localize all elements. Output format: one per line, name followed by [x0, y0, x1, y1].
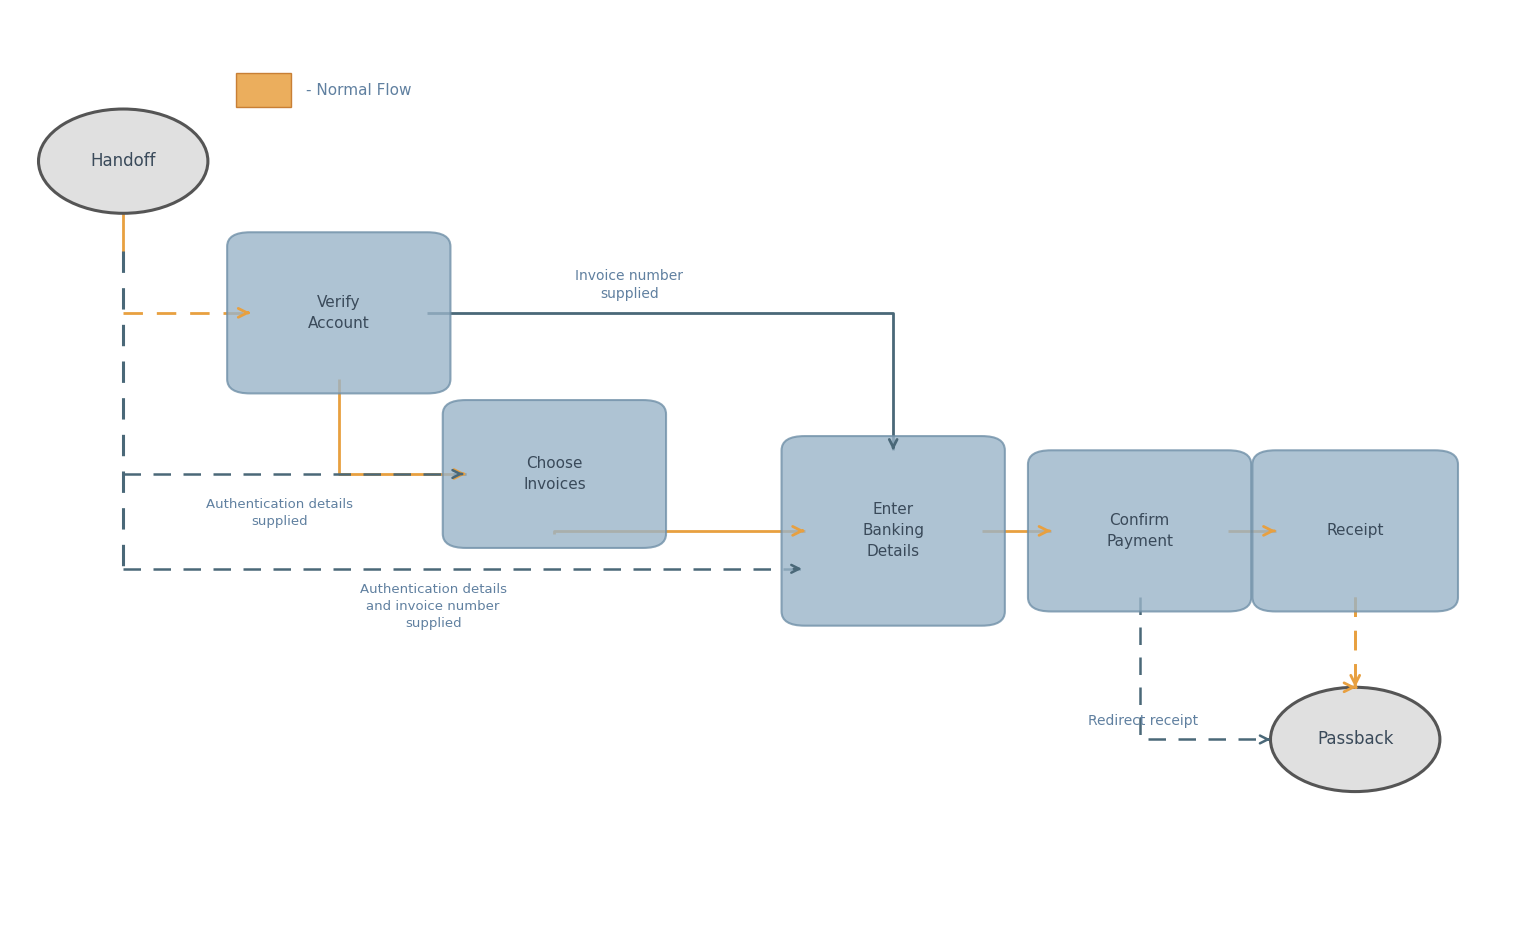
- Text: Choose
Invoices: Choose Invoices: [524, 456, 585, 492]
- Text: Enter
Banking
Details: Enter Banking Details: [862, 502, 924, 559]
- Circle shape: [38, 109, 208, 213]
- Text: Handoff: Handoff: [91, 153, 156, 170]
- Text: Authentication details
and invoice number
supplied: Authentication details and invoice numbe…: [360, 583, 507, 630]
- Text: - Normal Flow: - Normal Flow: [306, 82, 413, 98]
- Text: Verify
Account: Verify Account: [308, 295, 370, 331]
- Text: Receipt: Receipt: [1326, 523, 1384, 538]
- Text: Invoice number
supplied: Invoice number supplied: [576, 269, 684, 301]
- Text: Authentication details
supplied: Authentication details supplied: [206, 498, 353, 528]
- FancyBboxPatch shape: [781, 436, 1004, 626]
- FancyBboxPatch shape: [228, 232, 451, 393]
- FancyBboxPatch shape: [236, 73, 291, 107]
- Text: Confirm
Payment: Confirm Payment: [1106, 513, 1173, 549]
- Text: Redirect receipt: Redirect receipt: [1089, 714, 1198, 728]
- FancyBboxPatch shape: [444, 400, 665, 548]
- Circle shape: [1270, 687, 1440, 792]
- FancyBboxPatch shape: [1252, 450, 1458, 611]
- FancyBboxPatch shape: [1029, 450, 1250, 611]
- Text: Passback: Passback: [1317, 731, 1394, 748]
